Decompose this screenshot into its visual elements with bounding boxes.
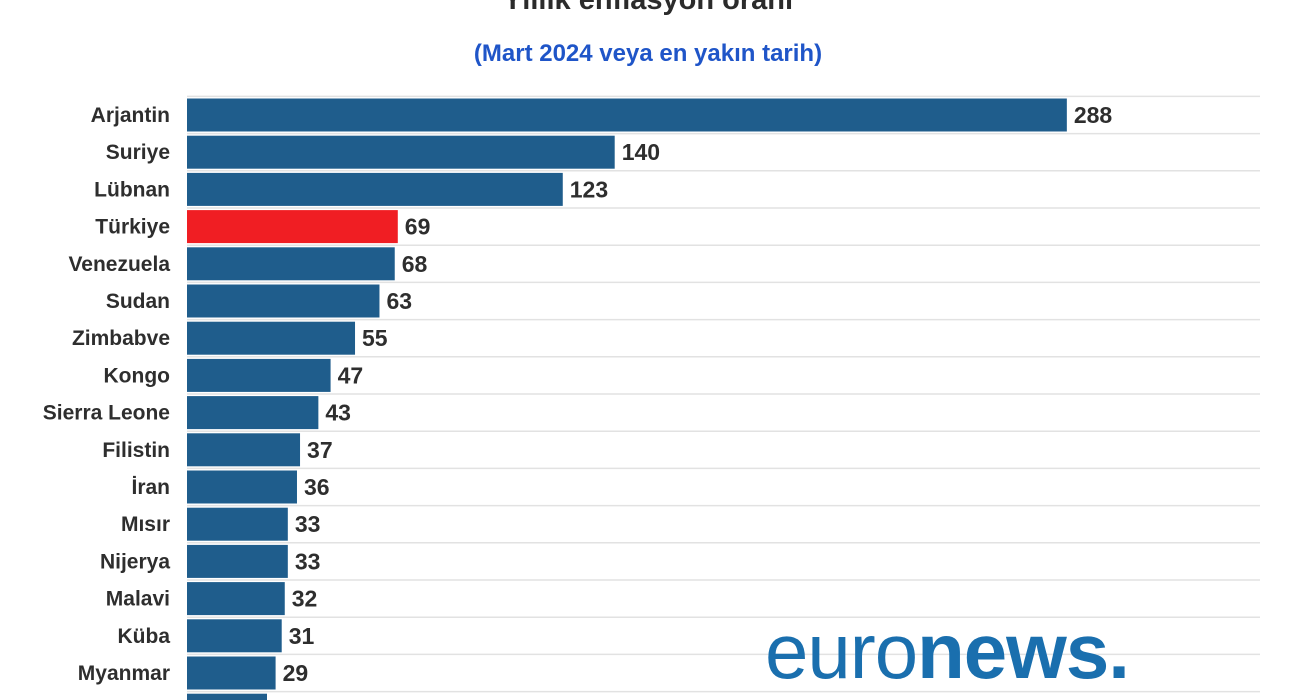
bar <box>187 656 276 690</box>
category-label: Suriye <box>106 141 170 164</box>
euronews-logo: euronews. <box>765 607 1130 695</box>
bar <box>187 247 395 281</box>
bar <box>187 470 297 504</box>
value-label: 33 <box>295 511 321 537</box>
value-label: 33 <box>295 548 321 574</box>
bar <box>187 358 331 392</box>
value-label: 43 <box>325 400 351 426</box>
category-label: Sierra Leone <box>43 402 170 425</box>
category-label: Kongo <box>104 364 170 387</box>
category-label: Filistin <box>102 439 170 462</box>
category-label: Myanmar <box>78 662 170 685</box>
value-label: 29 <box>283 660 309 686</box>
bar <box>187 582 285 616</box>
bar <box>187 172 563 206</box>
category-label: Nijerya <box>100 550 170 573</box>
bar <box>187 135 615 169</box>
bar <box>187 210 398 244</box>
category-label: Sudan <box>106 290 170 313</box>
category-label: Mısır <box>121 513 170 536</box>
chart-subtitle: (Mart 2024 veya en yakın tarih) <box>473 40 823 67</box>
value-label: 123 <box>570 176 608 202</box>
bar <box>187 284 380 318</box>
value-label: 37 <box>307 437 333 463</box>
category-label: Lübnan <box>94 178 170 201</box>
category-label: Küba <box>118 625 171 648</box>
value-label: 68 <box>402 251 428 277</box>
category-label: Arjantin <box>91 104 170 127</box>
chart-title: Yıllık enflasyon oranı <box>502 0 794 16</box>
value-label: 32 <box>292 586 318 612</box>
bar <box>187 98 1067 132</box>
category-label: Türkiye <box>95 216 170 239</box>
value-label: 55 <box>362 325 388 351</box>
bar <box>187 544 288 578</box>
category-label: İran <box>131 476 170 499</box>
bar <box>187 433 301 467</box>
bar-cut-off <box>187 693 267 700</box>
category-label: Venezuela <box>68 253 170 276</box>
value-label: 69 <box>405 214 431 240</box>
bar <box>187 507 288 541</box>
value-label: 140 <box>622 139 660 165</box>
category-label: Malavi <box>106 588 170 611</box>
value-label: 288 <box>1074 102 1113 128</box>
category-label: Zimbabve <box>72 327 170 350</box>
value-label: 31 <box>289 623 315 649</box>
bar <box>187 619 282 653</box>
value-label: 63 <box>386 288 412 314</box>
value-label: 36 <box>304 474 330 500</box>
value-label: 47 <box>338 362 364 388</box>
bar <box>187 396 319 430</box>
bar <box>187 321 356 355</box>
